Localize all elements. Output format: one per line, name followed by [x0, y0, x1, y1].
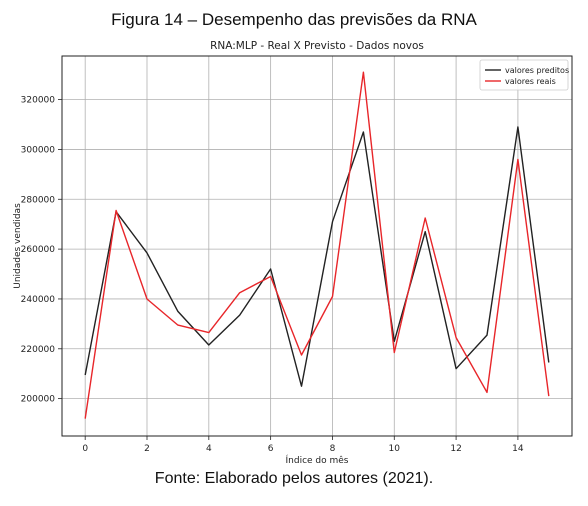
- chart-title: RNA:MLP - Real X Previsto - Dados novos: [210, 40, 424, 52]
- y-axis-label: Unidades vendidas: [13, 203, 23, 289]
- x-tick-label: 4: [206, 444, 212, 454]
- series-layer: [84, 71, 550, 419]
- x-tick-label: 8: [330, 444, 336, 454]
- series-line: [84, 71, 550, 419]
- series-line: [84, 126, 550, 387]
- y-tick-label: 240000: [21, 295, 56, 305]
- y-tick-label: 300000: [21, 145, 56, 155]
- legend-label: valores preditos: [505, 66, 569, 75]
- y-tick-label: 320000: [21, 96, 56, 106]
- figure-caption: Figura 14 – Desempenho das previsões da …: [111, 10, 477, 29]
- x-axis-label: Índice do mês: [286, 454, 349, 466]
- grid-layer: [62, 56, 572, 436]
- legend-label: valores reais: [505, 77, 556, 86]
- x-tick-label: 0: [82, 444, 88, 454]
- legend: valores preditos valores reais: [479, 59, 569, 91]
- y-tick-label: 200000: [21, 395, 56, 405]
- source-caption: Fonte: Elaborado pelos autores (2021).: [154, 470, 434, 487]
- y-tick-label: 260000: [21, 245, 56, 255]
- plot-frame: [61, 55, 573, 437]
- x-tick-label: 6: [268, 444, 274, 454]
- y-tick-label: 280000: [21, 195, 56, 205]
- x-tick-label: 14: [512, 444, 524, 454]
- legend-box: [479, 59, 569, 91]
- x-tick-label: 10: [389, 444, 401, 454]
- tick-layer: 0 2 4 6 8 10 12 14 200000 220000 240000 260000 28000…: [21, 96, 524, 454]
- y-tick-label: 220000: [21, 345, 56, 355]
- x-tick-label: 2: [144, 444, 150, 454]
- x-tick-label: 12: [450, 444, 461, 454]
